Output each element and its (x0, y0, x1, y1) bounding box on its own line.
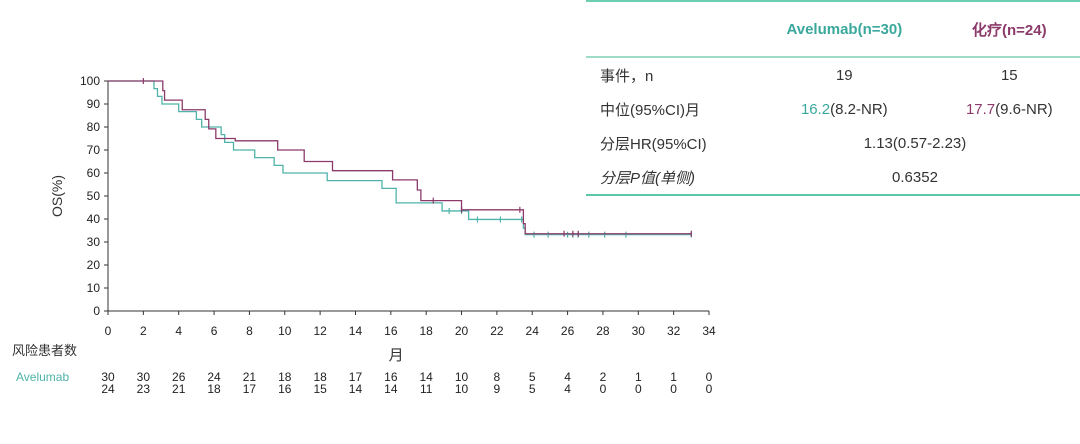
x-tick-label: 30 (632, 324, 646, 338)
y-tick-label: 10 (87, 281, 101, 295)
y-tick-label: 50 (87, 189, 101, 203)
stats-header-empty (586, 0, 750, 58)
risk-count: 16 (278, 382, 292, 396)
risk-count: 24 (207, 370, 221, 384)
x-tick-label: 20 (455, 324, 469, 338)
x-tick-label: 12 (313, 324, 327, 338)
stats-row-events: 事件，n 19 15 (586, 57, 1080, 92)
x-tick-label: 0 (105, 324, 112, 338)
risk-count: 0 (670, 382, 677, 396)
y-tick-label: 40 (87, 212, 101, 226)
x-tick-label: 6 (211, 324, 218, 338)
km-curve-chemo (108, 80, 692, 235)
median-value: 17.7 (965, 100, 996, 118)
y-tick-label: 60 (87, 166, 101, 180)
risk-count: 5 (529, 370, 536, 384)
risk-count: 1 (670, 370, 677, 384)
risk-count: 10 (455, 382, 469, 396)
risk-count: 16 (384, 370, 398, 384)
risk-row-label: Avelumab (16, 370, 69, 384)
y-tick-label: 30 (87, 235, 101, 249)
stats-header-chemo: 化疗(n=24) (938, 0, 1080, 58)
row-label: 事件，n (600, 67, 654, 85)
risk-count: 21 (172, 382, 186, 396)
x-tick-label: 14 (349, 324, 363, 338)
row-label: 分层P值(单侧) (586, 160, 750, 196)
y-tick-label: 20 (87, 258, 101, 272)
x-tick-label: 24 (526, 324, 540, 338)
x-axis-label: 月 (389, 347, 404, 364)
row-label: 中位(95%CI)月 (600, 101, 701, 119)
risk-count: 15 (313, 382, 327, 396)
x-tick-label: 18 (419, 324, 433, 338)
risk-count: 30 (137, 370, 151, 384)
risk-count: 4 (564, 370, 571, 384)
risk-count: 0 (706, 382, 713, 396)
median-value: 16.2 (800, 100, 831, 118)
x-tick-label: 4 (175, 324, 182, 338)
x-tick-label: 16 (384, 324, 398, 338)
risk-count: 18 (313, 370, 327, 384)
stats-row-pvalue: 分层P值(单侧) 0.6352 (586, 160, 1080, 196)
y-tick-label: 100 (80, 74, 100, 88)
x-tick-label: 28 (596, 324, 610, 338)
hr-value: 1.13(0.57-2.23) (863, 134, 967, 152)
y-axis-label: OS(%) (49, 175, 65, 217)
risk-count: 23 (137, 382, 151, 396)
risk-count: 26 (172, 370, 186, 384)
risk-count: 18 (207, 382, 221, 396)
events-avelumab: 19 (835, 66, 853, 84)
events-chemo: 15 (1000, 66, 1018, 84)
risk-count: 5 (529, 382, 536, 396)
risk-count: 4 (564, 382, 571, 396)
risk-count: 17 (243, 382, 257, 396)
x-tick-label: 32 (667, 324, 681, 338)
risk-count: 2 (600, 370, 607, 384)
risk-count: 30 (101, 370, 115, 384)
risk-count: 0 (600, 382, 607, 396)
y-tick-label: 0 (93, 304, 100, 318)
risk-count: 1 (635, 370, 642, 384)
stats-row-median: 中位(95%CI)月 16.2(8.2-NR) 17.7(9.6-NR) (586, 92, 1080, 126)
median-avelumab: 16.2(8.2-NR) (750, 92, 939, 126)
y-tick-label: 70 (87, 143, 101, 157)
risk-count: 17 (349, 370, 363, 384)
risk-count: 0 (706, 370, 713, 384)
row-label: 分层HR(95%CI) (600, 135, 707, 153)
median-ci: (8.2-NR) (830, 100, 888, 118)
stats-row-hr: 分层HR(95%CI) 1.13(0.57-2.23) (586, 126, 1080, 160)
risk-count: 11 (420, 382, 433, 396)
risk-count: 14 (384, 382, 398, 396)
risk-count: 10 (455, 370, 469, 384)
x-tick-label: 22 (490, 324, 504, 338)
p-value: 0.6352 (750, 160, 1080, 196)
risk-count: 14 (349, 382, 363, 396)
risk-count: 18 (278, 370, 292, 384)
risk-count: 0 (635, 382, 642, 396)
risk-count: 21 (243, 370, 257, 384)
risk-table-title: 风险患者数 (12, 343, 77, 358)
x-tick-label: 26 (561, 324, 575, 338)
risk-count: 9 (494, 382, 501, 396)
risk-count: 14 (419, 370, 433, 384)
x-tick-label: 8 (246, 324, 253, 338)
risk-count: 24 (101, 382, 115, 396)
median-chemo: 17.7(9.6-NR) (939, 92, 1080, 126)
stats-header-row: Avelumab(n=30) 化疗(n=24) (586, 0, 1080, 58)
stats-table: Avelumab(n=30) 化疗(n=24) 事件，n 19 15 中位(95… (586, 0, 1080, 196)
km-curve-avelumab (108, 80, 692, 236)
risk-count: 8 (494, 370, 501, 384)
x-tick-label: 34 (702, 324, 716, 338)
median-ci: (9.6-NR) (995, 100, 1053, 118)
x-tick-label: 2 (140, 324, 147, 338)
stats-header-avelumab: Avelumab(n=30) (750, 0, 939, 58)
y-tick-label: 90 (87, 97, 101, 111)
x-tick-label: 10 (278, 324, 292, 338)
y-tick-label: 80 (87, 120, 101, 134)
